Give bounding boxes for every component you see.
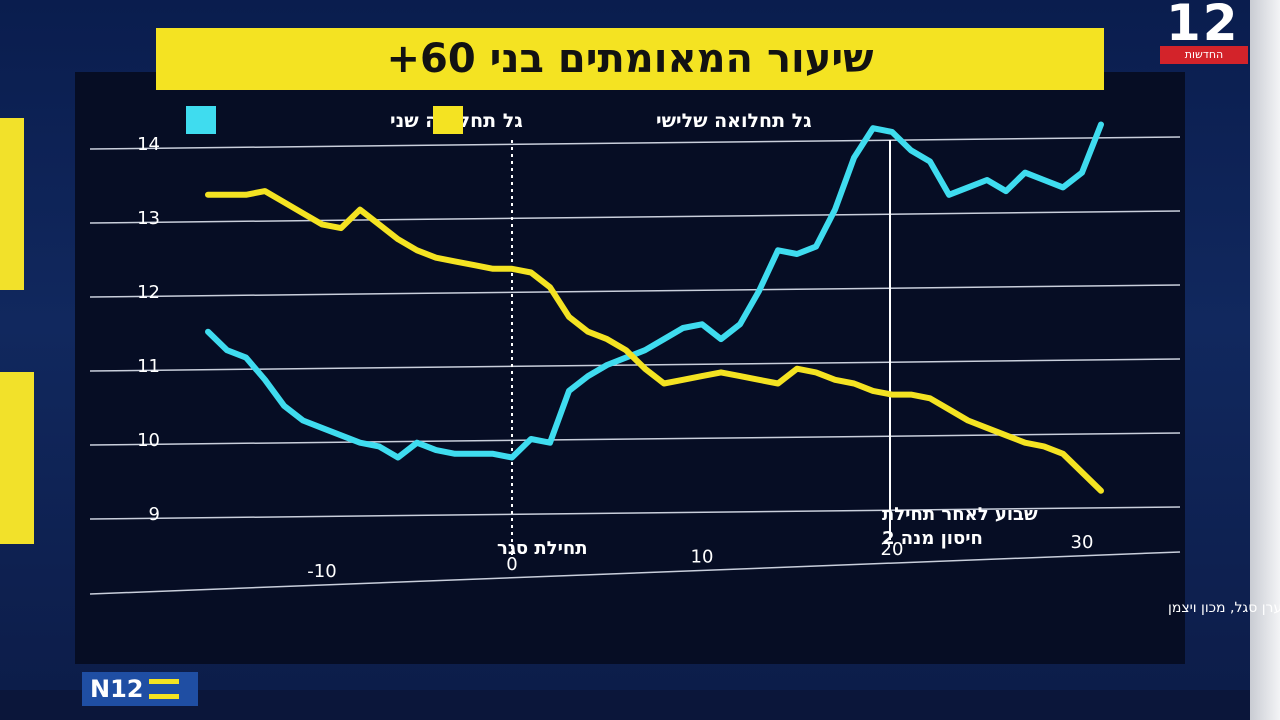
x-tick-label: 10 [691,546,714,567]
tv-bezel [1250,0,1280,720]
channel-number: 12 [1166,0,1240,52]
lockdown-annotation: תחילת סגר [497,538,588,559]
y-tick-label: 14 [137,134,160,155]
x-axis-line [89,551,1181,595]
side-panel-yellow-top [0,118,24,290]
series-line-second-wave [205,121,1104,461]
side-panel-yellow-bottom [0,372,34,544]
y-tick-label: 11 [137,356,160,377]
gridline-y [89,210,1181,224]
chart-panel [75,72,1185,664]
y-tick-label: 12 [137,282,160,303]
x-tick-label: 30 [1071,532,1094,553]
x-tick-label: 20 [881,539,904,560]
series-line-third-wave [205,188,1104,494]
n12-label: N12 [90,675,144,703]
channel-12-logo: 12 החדשות [1158,0,1252,66]
gridline-y [89,284,1181,298]
vaccine-annotation-line2: חיסון מנה 2 [882,528,983,549]
bottom-strip [0,690,1250,720]
chart-title: שיעור המאומתים בני 60+ [386,36,874,82]
n12-badge: N12 [82,672,198,706]
y-tick-label: 9 [149,504,160,525]
n12-flag-icon [149,679,180,699]
channel-tagline: החדשות [1160,46,1248,64]
chart-title-banner: שיעור המאומתים בני 60+ [156,28,1104,90]
x-tick-label: -10 [307,561,336,582]
data-source-note: נתונים: פרופ' ערן סגל, מכון ויצמן [1168,600,1280,616]
vaccine-annotation-line1: שבוע לאחר תחילת [882,504,1038,525]
legend-swatch [433,106,463,134]
gridline-y [89,136,1181,150]
legend-swatch [186,106,216,134]
gridline-y [89,506,1181,520]
y-tick-label: 13 [137,208,160,229]
gridline-y [89,358,1181,372]
x-tick-label: 0 [506,554,517,575]
legend-label: גל תחלואה שלישי [656,110,812,132]
y-tick-label: 10 [137,430,160,451]
